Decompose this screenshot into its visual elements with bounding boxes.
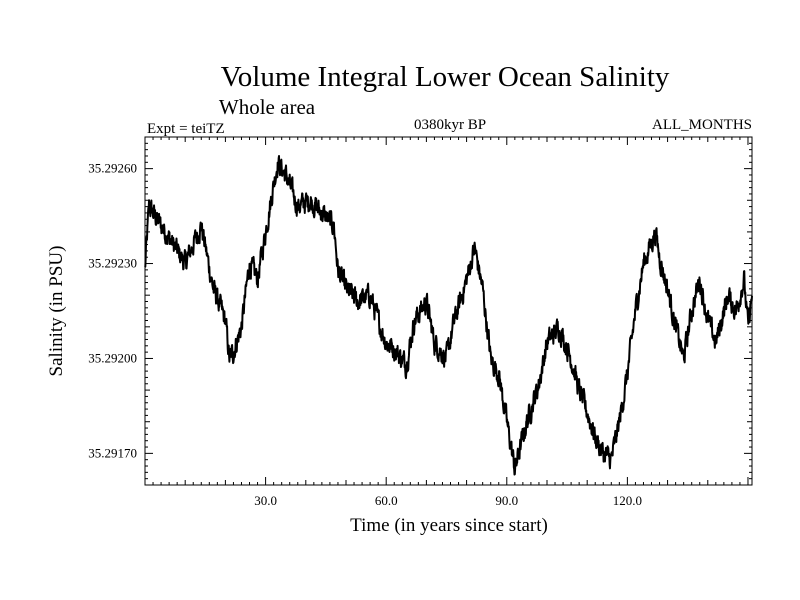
series-line-salinity	[144, 155, 753, 476]
y-tick-label: 35.29200	[88, 350, 137, 365]
x-tick-label: 90.0	[495, 493, 518, 508]
months-label: ALL_MONTHS	[652, 117, 752, 133]
x-tick-label: 30.0	[254, 493, 277, 508]
x-tick-label: 120.0	[613, 493, 642, 508]
chart-subtitle: Whole area	[219, 95, 316, 119]
y-tick-label: 35.29170	[88, 445, 137, 460]
y-axis-label: Salinity (in PSU)	[46, 246, 67, 377]
chart-title: Volume Integral Lower Ocean Salinity	[221, 61, 670, 93]
x-tick-label: 60.0	[375, 493, 398, 508]
plot-frame	[144, 136, 753, 486]
y-tick-label: 35.29260	[88, 161, 137, 176]
period-label: 0380kyr BP	[414, 117, 486, 133]
y-tick-label: 35.29230	[88, 256, 137, 271]
x-axis-label: Time (in years since start)	[350, 515, 548, 536]
experiment-label: Expt = teiTZ	[147, 121, 225, 137]
